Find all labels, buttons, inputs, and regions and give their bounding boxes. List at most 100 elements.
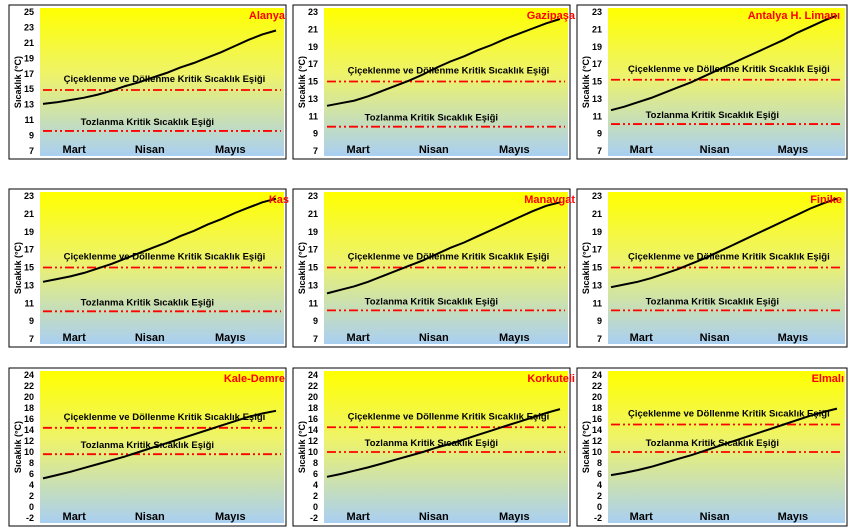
y-tick-label: 2 bbox=[313, 491, 318, 501]
y-tick-label: 15 bbox=[592, 263, 602, 273]
plot-area bbox=[40, 371, 284, 523]
y-tick-label: 22 bbox=[592, 381, 602, 391]
y-tick-label: 2 bbox=[597, 491, 602, 501]
y-tick-label: 24 bbox=[308, 370, 318, 380]
threshold-label: Çiçeklenme ve Döllenme Kritik Sıcaklık E… bbox=[628, 64, 830, 75]
y-tick-label: 20 bbox=[24, 392, 34, 402]
x-tick-label: Mayıs bbox=[778, 144, 809, 156]
chart-panel-6: 7 9 11 13 15 17 19 21 23 Sıcaklık (°C) Mart Nisan Ma… bbox=[576, 188, 848, 348]
y-tick-label: 21 bbox=[592, 24, 602, 34]
plot-area bbox=[608, 371, 845, 523]
y-tick-label: 22 bbox=[24, 381, 34, 391]
temperature-series-line bbox=[610, 197, 838, 289]
y-tick-label: 19 bbox=[308, 227, 318, 237]
y-tick-label: 19 bbox=[24, 53, 34, 63]
y-tick-label: 9 bbox=[313, 129, 318, 139]
y-tick-label: 13 bbox=[308, 280, 318, 290]
y-axis-label: Sıcaklık (°C) bbox=[297, 421, 307, 473]
threshold-label: Çiçeklenme ve Döllenme Kritik Sıcaklık E… bbox=[64, 74, 266, 85]
x-tick-label: Nisan bbox=[700, 144, 730, 156]
y-tick-label: 18 bbox=[24, 403, 34, 413]
y-tick-label: -2 bbox=[310, 513, 318, 523]
y-tick-label: 6 bbox=[597, 469, 602, 479]
x-tick-label: Mayıs bbox=[215, 511, 246, 523]
y-tick-label: 6 bbox=[29, 469, 34, 479]
y-tick-label: 11 bbox=[308, 298, 318, 308]
threshold-label: Çiçeklenme ve Döllenme Kritik Sıcaklık E… bbox=[64, 252, 266, 263]
y-tick-label: 10 bbox=[308, 447, 318, 457]
threshold-label: Tozlanma Kritik Sıcaklık Eşiği bbox=[646, 110, 779, 121]
x-tick-label: Nisan bbox=[700, 511, 730, 523]
y-tick-label: 14 bbox=[308, 425, 318, 435]
chart-title: Kale-Demre bbox=[224, 373, 285, 385]
x-tick-label: Nisan bbox=[135, 144, 165, 156]
y-tick-label: 15 bbox=[308, 77, 318, 87]
y-axis-label: Sıcaklık (°C) bbox=[297, 242, 307, 294]
y-tick-label: 16 bbox=[592, 414, 602, 424]
y-tick-label: 7 bbox=[313, 146, 318, 156]
y-tick-label: 14 bbox=[592, 425, 602, 435]
y-tick-label: 18 bbox=[308, 403, 318, 413]
y-tick-label: 12 bbox=[24, 436, 34, 446]
x-tick-label: Nisan bbox=[135, 332, 165, 344]
y-tick-label: 9 bbox=[597, 129, 602, 139]
threshold-label: Çiçeklenme ve Döllenme Kritik Sıcaklık E… bbox=[64, 412, 266, 423]
y-tick-label: 15 bbox=[308, 263, 318, 273]
y-tick-label: 11 bbox=[24, 298, 34, 308]
y-tick-label: 13 bbox=[592, 94, 602, 104]
x-tick-label: Nisan bbox=[419, 511, 449, 523]
y-tick-label: 15 bbox=[592, 77, 602, 87]
y-tick-label: 7 bbox=[29, 334, 34, 344]
y-tick-label: 4 bbox=[313, 480, 318, 490]
y-tick-label: 21 bbox=[24, 209, 34, 219]
x-tick-label: Mayıs bbox=[499, 332, 530, 344]
y-tick-label: 17 bbox=[308, 59, 318, 69]
y-tick-label: 22 bbox=[308, 381, 318, 391]
y-tick-label: 19 bbox=[592, 42, 602, 52]
y-tick-label: 13 bbox=[308, 94, 318, 104]
chart-title: Antalya H. Limanı bbox=[748, 10, 840, 22]
threshold-label: Çiçeklenme ve Döllenme Kritik Sıcaklık E… bbox=[348, 411, 550, 422]
temperature-series-line bbox=[326, 201, 561, 295]
y-tick-label: 0 bbox=[597, 502, 602, 512]
plot-area bbox=[608, 8, 845, 156]
temperature-series-line bbox=[42, 197, 277, 283]
y-tick-label: 25 bbox=[24, 7, 34, 17]
plot-area bbox=[324, 371, 568, 523]
chart-panel-4: 7 9 11 13 15 17 19 21 23 Sıcaklık (°C) Mart Nisan Ma… bbox=[8, 188, 289, 348]
y-tick-label: 21 bbox=[24, 38, 34, 48]
y-tick-label: 7 bbox=[313, 334, 318, 344]
threshold-label: Tozlanma Kritik Sıcaklık Eşiği bbox=[81, 297, 214, 308]
y-tick-label: 9 bbox=[597, 316, 602, 326]
y-tick-label: 0 bbox=[313, 502, 318, 512]
threshold-label: Çiçeklenme ve Döllenme Kritik Sıcaklık E… bbox=[628, 252, 830, 263]
y-axis-label: Sıcaklık (°C) bbox=[581, 242, 591, 294]
y-tick-label: 12 bbox=[592, 436, 602, 446]
y-tick-label: 23 bbox=[308, 7, 318, 17]
y-tick-label: 14 bbox=[24, 425, 34, 435]
x-tick-label: Mayıs bbox=[499, 144, 530, 156]
y-tick-label: 20 bbox=[308, 392, 318, 402]
y-tick-label: 23 bbox=[24, 191, 34, 201]
threshold-label: Çiçeklenme ve Döllenme Kritik Sıcaklık E… bbox=[348, 252, 550, 263]
threshold-label: Çiçeklenme ve Döllenme Kritik Sıcaklık E… bbox=[348, 66, 550, 77]
threshold-label: Tozlanma Kritik Sıcaklık Eşiği bbox=[81, 117, 214, 128]
y-tick-label: 7 bbox=[29, 146, 34, 156]
threshold-label: Çiçeklenme ve Döllenme Kritik Sıcaklık E… bbox=[628, 409, 830, 420]
y-tick-label: 11 bbox=[308, 111, 318, 121]
y-tick-label: 17 bbox=[24, 245, 34, 255]
x-tick-label: Mart bbox=[63, 332, 87, 344]
y-tick-label: 8 bbox=[597, 458, 602, 468]
y-tick-label: 23 bbox=[592, 7, 602, 17]
x-tick-label: Mart bbox=[630, 511, 654, 523]
y-tick-label: 24 bbox=[24, 370, 34, 380]
y-axis-label: Sıcaklık (°C) bbox=[581, 421, 591, 473]
y-tick-label: 10 bbox=[24, 447, 34, 457]
chart-panel-3: 7 9 11 13 15 17 19 21 23 Sıcaklık (°C) Mart Nisan Ma… bbox=[576, 4, 848, 160]
y-tick-label: 17 bbox=[592, 245, 602, 255]
temperature-series-line bbox=[326, 18, 561, 107]
x-tick-label: Mart bbox=[630, 144, 654, 156]
y-tick-label: 9 bbox=[313, 316, 318, 326]
